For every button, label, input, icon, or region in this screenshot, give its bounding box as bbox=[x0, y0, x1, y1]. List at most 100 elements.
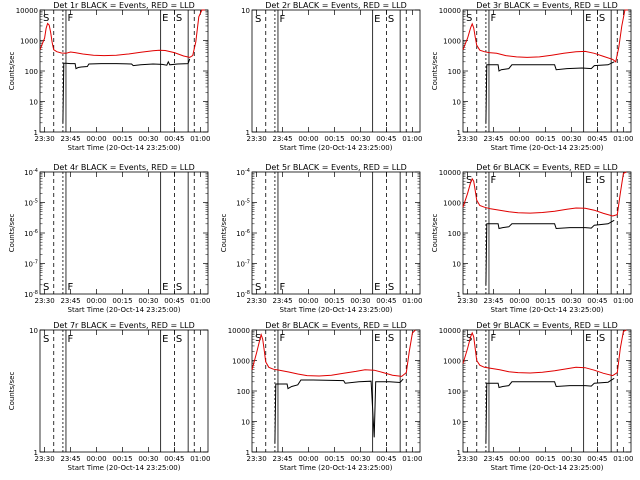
chart-panel-1: Det 1r BLACK = Events, RED = LLD 1 10 100 10… bbox=[8, 1, 210, 152]
x-tick-label: 23:45 bbox=[272, 455, 292, 463]
phase-marker-label: S bbox=[255, 282, 261, 293]
y-tick-label: 10000 bbox=[16, 7, 38, 15]
phase-marker-label: E bbox=[585, 333, 591, 344]
y-tick-label: 10000 bbox=[439, 7, 461, 15]
x-tick-label: 00:45 bbox=[376, 297, 396, 305]
y-tick-label: 1 bbox=[34, 449, 38, 457]
x-tick-label: 00:00 bbox=[298, 297, 318, 305]
x-tick-label: 00:30 bbox=[350, 135, 370, 143]
plot-frame bbox=[39, 9, 209, 133]
x-tick-label: 00:00 bbox=[86, 135, 106, 143]
phase-marker-label: S bbox=[255, 333, 261, 344]
y-axis-label: Counts/sec bbox=[220, 214, 228, 253]
phase-marker-label: S bbox=[388, 14, 394, 25]
lld-series-line bbox=[462, 329, 627, 377]
y-tick-label: 10-6 bbox=[24, 229, 38, 238]
phase-marker-label: E bbox=[162, 334, 168, 345]
y-axis-label: Counts/sec bbox=[431, 52, 439, 91]
phase-marker-label: F bbox=[67, 13, 73, 24]
y-tick-label: 1 bbox=[457, 291, 461, 299]
phase-marker-label: F bbox=[490, 13, 496, 24]
x-tick-label: 23:30 bbox=[457, 455, 477, 463]
phase-marker-label: E bbox=[162, 13, 168, 24]
y-axis-label: Counts/sec bbox=[431, 214, 439, 253]
x-tick-label: 01:00 bbox=[402, 135, 422, 143]
plot-frame bbox=[462, 329, 632, 453]
phase-marker-label: S bbox=[176, 282, 182, 293]
phase-marker-label: E bbox=[585, 175, 591, 186]
phase-marker-label: F bbox=[490, 175, 496, 186]
x-tick-label: 01:00 bbox=[190, 455, 210, 463]
x-tick-label: 00:30 bbox=[138, 297, 158, 305]
y-tick-label: 100 bbox=[448, 230, 461, 238]
phase-marker-label: S bbox=[466, 13, 472, 24]
phase-marker-label: F bbox=[279, 333, 285, 344]
x-tick-label: 23:45 bbox=[272, 297, 292, 305]
phase-marker-label: F bbox=[279, 14, 285, 25]
x-tick-label: 23:30 bbox=[34, 297, 54, 305]
y-tick-label: 10 bbox=[452, 261, 461, 269]
x-tick-label: 00:00 bbox=[298, 455, 318, 463]
x-tick-label: 23:45 bbox=[60, 135, 80, 143]
y-tick-label: 1000 bbox=[443, 200, 461, 208]
x-tick-label: 00:00 bbox=[509, 135, 529, 143]
x-tick-label: 00:30 bbox=[561, 135, 581, 143]
x-tick-label: 01:00 bbox=[190, 135, 210, 143]
chart-panel-6: Det 6r BLACK = Events, RED = LLD 1 10 100 10… bbox=[431, 163, 633, 314]
y-tick-label: 10-8 bbox=[24, 290, 38, 299]
x-tick-label: 23:30 bbox=[246, 455, 266, 463]
y-tick-label: 10-8 bbox=[236, 290, 250, 299]
x-axis-label: Start Time (20-Oct-14 23:25:00) bbox=[491, 306, 604, 314]
phase-marker-label: S bbox=[255, 14, 261, 25]
x-tick-label: 00:45 bbox=[587, 135, 607, 143]
y-tick-label: 1 bbox=[246, 129, 250, 137]
plot-frame bbox=[251, 171, 421, 295]
x-tick-label: 01:00 bbox=[613, 135, 633, 143]
lld-series-line bbox=[39, 9, 205, 58]
y-tick-label: 10 bbox=[452, 99, 461, 107]
x-tick-label: 00:15 bbox=[324, 455, 344, 463]
chart-panel-8: Det 8r BLACK = Events, RED = LLD 1 10 100 10… bbox=[228, 321, 423, 472]
y-tick-label: 1 bbox=[457, 129, 461, 137]
x-axis-label: Start Time (20-Oct-14 23:25:00) bbox=[491, 144, 604, 152]
x-tick-label: 23:30 bbox=[457, 135, 477, 143]
phase-marker-label: S bbox=[43, 13, 49, 24]
y-tick-label: 1 bbox=[457, 449, 461, 457]
x-tick-label: 23:45 bbox=[60, 455, 80, 463]
phase-marker-label: S bbox=[466, 333, 472, 344]
y-tick-label: 1000 bbox=[20, 38, 38, 46]
chart-title: Det 9r BLACK = Events, RED = LLD bbox=[476, 321, 618, 330]
x-tick-label: 00:00 bbox=[509, 455, 529, 463]
x-tick-label: 23:45 bbox=[483, 297, 503, 305]
events-series-line bbox=[62, 58, 191, 123]
x-axis-label: Start Time (20-Oct-14 23:25:00) bbox=[280, 144, 393, 152]
chart-title: Det 2r BLACK = Events, RED = LLD bbox=[265, 1, 407, 10]
y-tick-label: 10 bbox=[452, 419, 461, 427]
phase-marker-label: S bbox=[176, 334, 182, 345]
x-tick-label: 00:00 bbox=[509, 297, 529, 305]
y-tick-label: 10-4 bbox=[236, 168, 250, 177]
x-tick-label: 00:15 bbox=[535, 135, 555, 143]
events-series-line bbox=[485, 61, 615, 123]
x-axis-label: Start Time (20-Oct-14 23:25:00) bbox=[280, 464, 393, 472]
lld-series-line bbox=[462, 171, 627, 217]
y-tick-label: 10 bbox=[241, 419, 250, 427]
x-tick-label: 23:30 bbox=[34, 455, 54, 463]
plot-frame bbox=[462, 9, 632, 133]
plot-frame bbox=[462, 171, 632, 295]
y-tick-label: 100 bbox=[25, 68, 38, 76]
x-tick-label: 01:00 bbox=[613, 455, 633, 463]
y-tick-label: 10000 bbox=[228, 327, 250, 335]
x-tick-label: 00:45 bbox=[376, 135, 396, 143]
phase-marker-label: E bbox=[374, 333, 380, 344]
y-axis-label: Counts/sec bbox=[8, 52, 16, 91]
y-tick-label: 100 bbox=[448, 388, 461, 396]
phase-marker-label: F bbox=[490, 333, 496, 344]
y-tick-label: 100 bbox=[448, 68, 461, 76]
x-tick-label: 00:30 bbox=[138, 455, 158, 463]
x-tick-label: 23:30 bbox=[246, 297, 266, 305]
x-tick-label: 01:00 bbox=[190, 297, 210, 305]
x-tick-label: 00:00 bbox=[86, 297, 106, 305]
y-tick-label: 10000 bbox=[439, 327, 461, 335]
